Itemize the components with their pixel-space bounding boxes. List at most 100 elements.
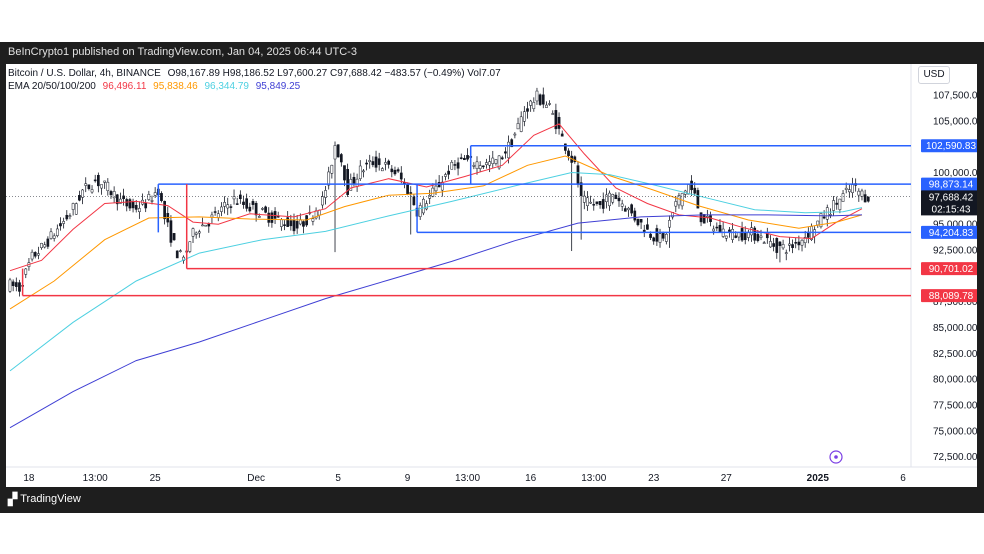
candle-body bbox=[153, 192, 157, 196]
candle-body bbox=[425, 203, 428, 210]
candle-body bbox=[554, 110, 558, 130]
candle-body bbox=[40, 242, 43, 248]
realtime-icon[interactable] bbox=[829, 450, 843, 464]
candle-body bbox=[147, 194, 151, 200]
candle-body bbox=[576, 165, 580, 185]
legend-ohlc: O98,167.89 H98,186.52 L97,600.27 C97,688… bbox=[167, 68, 501, 79]
candle-body bbox=[106, 181, 110, 191]
candle-body bbox=[90, 189, 94, 193]
candle-body bbox=[245, 198, 249, 209]
candle-body bbox=[119, 198, 122, 204]
realtime-icon-dot bbox=[834, 455, 838, 459]
candle-body bbox=[803, 236, 807, 243]
candle-body bbox=[365, 162, 368, 165]
candle-body bbox=[368, 160, 372, 162]
candle-body bbox=[658, 233, 662, 243]
candle-body bbox=[538, 94, 542, 105]
candle-body bbox=[396, 169, 400, 172]
candle-body bbox=[14, 282, 18, 287]
candle-body bbox=[188, 241, 192, 252]
candle-body bbox=[825, 207, 829, 220]
candle-body bbox=[636, 218, 640, 226]
candle-body bbox=[589, 201, 592, 204]
candle-body bbox=[838, 198, 842, 210]
last-price-label: 97,688.42 bbox=[929, 192, 974, 203]
chart-area[interactable]: 107,500.00105,000.00100,000.0095,000.009… bbox=[6, 64, 983, 487]
candle-body bbox=[235, 203, 239, 205]
candle-body bbox=[131, 201, 135, 209]
candle-body bbox=[232, 196, 236, 200]
candle-body bbox=[74, 203, 78, 215]
candle-body bbox=[115, 194, 119, 205]
frame-left bbox=[0, 42, 6, 513]
candle-body bbox=[800, 239, 804, 246]
legend-ema20-value: 96,496.11 bbox=[102, 81, 147, 92]
currency-button[interactable]: USD bbox=[918, 66, 950, 84]
candle-body bbox=[343, 165, 346, 181]
candle-body bbox=[450, 162, 454, 170]
candle-body bbox=[832, 200, 835, 211]
candle-body bbox=[333, 145, 337, 160]
y-tick-label: 72,500.00 bbox=[933, 452, 977, 463]
candle-body bbox=[567, 150, 570, 157]
candle-body bbox=[59, 223, 62, 227]
candle-body bbox=[33, 252, 37, 257]
candle-body bbox=[37, 253, 40, 256]
candle-body bbox=[150, 200, 154, 202]
legend-symbol: Bitcoin / U.S. Dollar, 4h, BINANCE bbox=[8, 68, 161, 79]
legend-symbol-line: Bitcoin / U.S. Dollar, 4h, BINANCE O98,1… bbox=[8, 68, 505, 79]
candle-body bbox=[371, 161, 375, 166]
x-tick-label: 13:00 bbox=[581, 473, 606, 484]
candle-body bbox=[690, 180, 693, 191]
candle-body bbox=[548, 103, 551, 105]
candle-body bbox=[791, 244, 794, 248]
x-tick-label: 13:00 bbox=[455, 473, 480, 484]
candle-body bbox=[532, 102, 536, 109]
price-chart[interactable]: 107,500.00105,000.00100,000.0095,000.009… bbox=[6, 64, 983, 487]
candle-body bbox=[160, 193, 163, 201]
candle-body bbox=[453, 164, 457, 166]
candle-body bbox=[513, 133, 517, 136]
candle-body bbox=[557, 117, 561, 129]
candle-body bbox=[172, 233, 176, 241]
candle-body bbox=[327, 171, 331, 186]
candle-body bbox=[478, 165, 482, 169]
candle-body bbox=[248, 206, 252, 212]
candle-body bbox=[163, 200, 166, 220]
candle-body bbox=[138, 208, 141, 212]
candle-body bbox=[52, 235, 56, 239]
x-tick-label: 6 bbox=[900, 473, 906, 484]
candle-body bbox=[756, 233, 760, 241]
candle-body bbox=[822, 216, 826, 219]
candle-body bbox=[169, 220, 173, 243]
y-tick-label: 80,000.00 bbox=[933, 375, 977, 386]
candle-body bbox=[456, 162, 460, 169]
legend-ema-line: EMA 20/50/100/200 96,496.11 95,838.46 96… bbox=[8, 81, 304, 92]
ema-50-line bbox=[9, 155, 863, 310]
x-tick-label: 18 bbox=[23, 473, 35, 484]
candle-body bbox=[387, 160, 391, 165]
candle-body bbox=[652, 237, 656, 242]
y-tick-label: 82,500.00 bbox=[933, 349, 977, 360]
candle-body bbox=[504, 151, 507, 154]
level-price-label: 90,701.02 bbox=[929, 264, 974, 275]
x-tick-label: 25 bbox=[150, 473, 162, 484]
candle-body bbox=[579, 182, 583, 196]
candle-body bbox=[655, 228, 659, 242]
candle-body bbox=[330, 164, 334, 174]
ema-100-line bbox=[9, 171, 863, 372]
countdown-label: 02:15:43 bbox=[932, 204, 971, 215]
candle-body bbox=[500, 157, 504, 160]
candle-body bbox=[784, 252, 788, 254]
candle-body bbox=[122, 195, 125, 200]
candle-body bbox=[630, 204, 633, 214]
candle-body bbox=[769, 241, 772, 248]
candle-body bbox=[633, 210, 637, 221]
candle-body bbox=[87, 184, 91, 189]
candle-body bbox=[598, 201, 602, 206]
level-price-label: 98,873.14 bbox=[929, 180, 974, 191]
candle-body bbox=[466, 155, 469, 160]
candle-body bbox=[551, 113, 555, 115]
candle-body bbox=[560, 133, 564, 137]
candle-body bbox=[481, 165, 485, 168]
